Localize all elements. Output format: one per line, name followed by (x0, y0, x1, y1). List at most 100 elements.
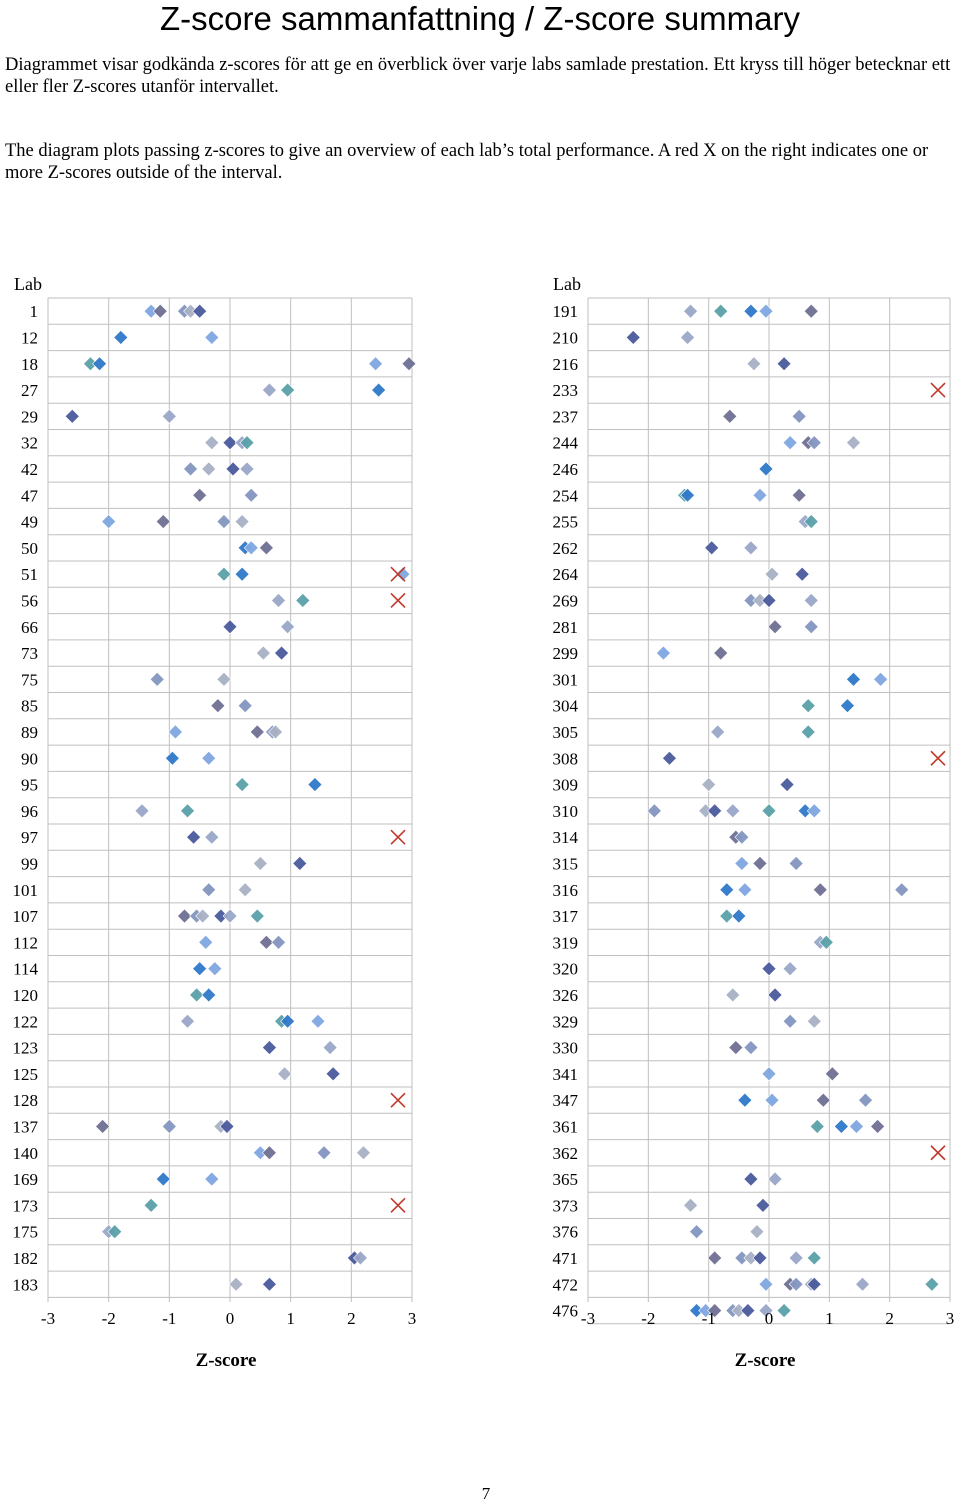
lab-label: 308 (553, 749, 579, 768)
lab-label: 32 (21, 434, 38, 453)
z-score-marker (779, 777, 795, 792)
z-score-marker (262, 382, 277, 398)
lab-label: 373 (553, 1196, 579, 1215)
lab-label: 317 (553, 907, 579, 926)
intro-english: The diagram plots passing z-scores to gi… (5, 141, 929, 183)
x-tick-label: 1 (286, 1309, 295, 1328)
z-score-marker (737, 1092, 753, 1108)
z-score-marker (764, 566, 780, 582)
z-score-marker (791, 487, 807, 503)
z-score-marker (152, 303, 168, 319)
z-score-marker (858, 1092, 873, 1108)
outlier-x-marker (930, 1145, 946, 1161)
z-score-marker (192, 961, 208, 977)
z-score-marker (271, 593, 286, 608)
z-score-marker (761, 593, 777, 608)
x-tick-label: -3 (41, 1309, 55, 1328)
z-score-marker (734, 829, 750, 845)
z-score-marker (713, 645, 729, 661)
z-score-marker (356, 1145, 371, 1161)
z-score-marker (95, 1119, 111, 1134)
y-axis-title: Lab (14, 274, 42, 294)
z-score-marker (806, 1276, 822, 1292)
z-score-marker (806, 1013, 822, 1029)
z-score-marker (662, 750, 677, 766)
lab-label: 299 (553, 644, 579, 663)
z-score-marker (204, 435, 220, 451)
z-score-marker (101, 514, 117, 529)
z-score-marker (894, 882, 910, 898)
z-score-marker (113, 330, 129, 345)
lab-label: 125 (13, 1065, 39, 1084)
z-score-marker (803, 593, 819, 608)
z-score-marker (183, 461, 198, 477)
lab-label: 330 (553, 1039, 579, 1058)
outlier-x-marker (930, 382, 946, 398)
lab-label: 120 (13, 986, 39, 1005)
z-score-marker (210, 698, 226, 714)
lab-label: 95 (21, 776, 38, 795)
lab-label: 12 (21, 328, 38, 347)
z-score-marker (707, 1303, 723, 1318)
z-score-marker (155, 1171, 171, 1187)
lab-label: 319 (553, 933, 579, 952)
z-score-marker (761, 803, 777, 819)
z-score-marker (225, 461, 241, 477)
z-score-marker (222, 619, 238, 635)
z-score-marker (371, 382, 387, 398)
z-score-marker (776, 1303, 792, 1318)
z-score-marker (316, 1145, 332, 1161)
x-axis-title: Z-score (196, 1350, 257, 1371)
x-tick-label: 1 (825, 1309, 834, 1328)
x-axis-title: Z-score (735, 1350, 796, 1371)
z-score-marker (870, 1119, 886, 1134)
page-number: 7 (481, 1484, 491, 1503)
z-score-marker (143, 1197, 159, 1213)
z-score-marker (683, 303, 698, 319)
outlier-x-marker (390, 566, 406, 582)
lab-label: 29 (21, 407, 38, 426)
z-score-marker (192, 303, 208, 319)
z-score-marker (234, 566, 250, 582)
z-score-marker (201, 882, 217, 898)
z-score-marker (806, 803, 822, 819)
lab-label: 73 (21, 644, 38, 663)
lab-label: 191 (553, 302, 579, 321)
z-score-marker (325, 1066, 341, 1082)
lab-label: 471 (553, 1249, 579, 1268)
z-score-marker (701, 777, 717, 792)
z-score-marker (855, 1276, 870, 1292)
z-score-marker (646, 803, 662, 819)
z-score-marker (873, 671, 889, 687)
z-score-marker (707, 1250, 723, 1266)
z-score-marker (752, 856, 768, 871)
x-tick-label: -3 (581, 1309, 595, 1328)
lab-label: 365 (553, 1170, 579, 1189)
z-score-marker (776, 356, 792, 372)
z-score-marker (134, 803, 150, 819)
chart-panel-1: Lab1121827293242474950515666737585899095… (13, 274, 417, 1371)
z-score-marker (719, 882, 735, 898)
z-score-marker (219, 1119, 235, 1134)
z-score-marker (812, 882, 828, 898)
z-score-marker (198, 934, 214, 950)
lab-label: 66 (21, 618, 38, 637)
x-tick-label: 3 (408, 1309, 417, 1328)
lab-label: 326 (553, 986, 579, 1005)
z-score-marker (743, 303, 759, 319)
z-score-marker (734, 856, 750, 871)
z-score-marker (680, 487, 695, 503)
z-score-marker (268, 724, 283, 740)
lab-label: 320 (553, 960, 579, 979)
z-score-marker (767, 619, 783, 635)
z-score-marker (788, 856, 804, 871)
lab-label: 49 (21, 513, 38, 532)
z-score-marker (249, 908, 265, 924)
z-score-marker (280, 619, 296, 635)
z-score-marker (262, 1040, 277, 1055)
z-score-marker (155, 514, 171, 529)
lab-label: 309 (553, 776, 579, 795)
z-score-marker (803, 514, 819, 529)
z-score-marker (271, 934, 286, 950)
